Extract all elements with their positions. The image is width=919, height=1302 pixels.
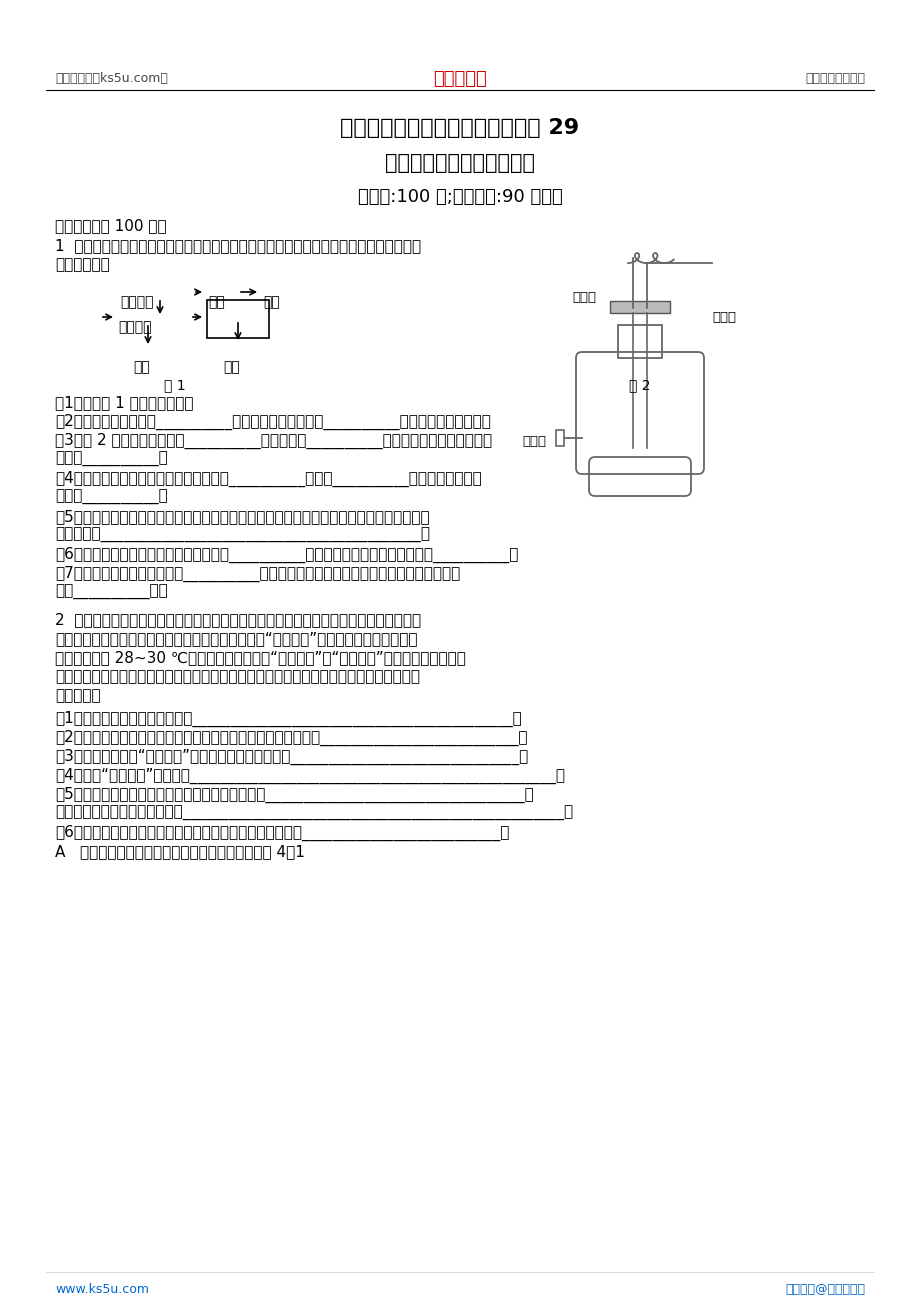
Text: 1  下面是果酒和果醜制作的实验流程和某同学设计的果酒和果醜的发酵装置。根据图示回: 1 下面是果酒和果醜制作的实验流程和某同学设计的果酒和果醜的发酵装置。根据图示回 — [55, 238, 421, 253]
Text: 版权所有@高考资源网: 版权所有@高考资源网 — [784, 1282, 864, 1295]
Text: 果醜: 果醜 — [222, 359, 240, 374]
Bar — [555, 430, 563, 447]
Text: 图 2: 图 2 — [629, 378, 650, 392]
Text: 高考资源网（ks5u.com）: 高考资源网（ks5u.com） — [55, 72, 167, 85]
Text: 答下列问题：: 答下列问题： — [55, 256, 109, 272]
Text: 《生物技术实践模块综合》: 《生物技术实践模块综合》 — [384, 154, 535, 173]
Text: （2）冲洗的主要目的是__________，冲洗应特别注意不能__________，以防止菌种的流失。: （2）冲洗的主要目的是__________，冲洗应特别注意不能_________… — [55, 414, 491, 430]
Text: 高考资源网: 高考资源网 — [433, 70, 486, 89]
Text: 出的是__________。: 出的是__________。 — [55, 490, 167, 505]
Text: 地向内__________。: 地向内__________。 — [55, 452, 167, 467]
Text: （1）用白酒擦拭泡菜坛的目的是__________________________________________。: （1）用白酒擦拭泡菜坛的目的是_________________________… — [55, 711, 521, 728]
Text: （6）关于测定亚硝酸盐含量实验操作的有关叙述，正确的是__________________________。: （6）关于测定亚硝酸盐含量实验操作的有关叙述，正确的是_____________… — [55, 825, 509, 841]
Text: 冲洗: 冲洗 — [208, 296, 224, 309]
Text: （6）在酒精发酵时瓶内温度一般应控制为__________。醜酸发酵时温度一般应控制为__________。: （6）在酒精发酵时瓶内温度一般应控制为__________。醜酸发酵时温度一般应… — [55, 547, 517, 564]
Text: 榨汁: 榨汁 — [263, 296, 279, 309]
Bar — [618, 326, 662, 358]
Text: 2  农村中泡菜的制作方法是：新鲜的衔菜经过整理、清洗后，放入彻底清洗并用白酒擦拭: 2 农村中泡菜的制作方法是：新鲜的衔菜经过整理、清洗后，放入彻底清洗并用白酒擦拭 — [55, 612, 421, 628]
Text: 菜坛内有机物的种类如何变化？__________________________________________________。: 菜坛内有机物的种类如何变化？__________________________… — [55, 806, 573, 822]
Text: （3）图 2 装置中的充气口在__________时关闭，在__________时连接充气泵，并连续不断: （3）图 2 装置中的充气口在__________时关闭，在__________… — [55, 434, 492, 449]
Text: 挑选葡萄: 挑选葡萄 — [119, 296, 153, 309]
Text: （4）排气口在果酒发酵时排出的气体是由__________产生的__________，在果醜发酵时排: （4）排气口在果酒发酵时排出的气体是由__________产生的________… — [55, 471, 482, 487]
Text: （5）若在果汁中只含有醜酸菌，在果酒发酵旺盛时，醜酸菌能否将果汁中的糖发酵为醜酸？: （5）若在果汁中只含有醜酸菌，在果酒发酵旺盛时，醜酸菌能否将果汁中的糖发酵为醜酸… — [55, 509, 429, 523]
Text: 充气口: 充气口 — [572, 292, 596, 303]
Text: 后者是用盐太少。在实验室或工厂化生产泡菜时，还要跟踪检测泡菜腌制过程中产生的亚硝: 后者是用盐太少。在实验室或工厂化生产泡菜时，还要跟踪检测泡菜腌制过程中产生的亚硝 — [55, 669, 420, 684]
Bar — [207, 299, 268, 339]
Text: 酒精发酵: 酒精发酵 — [118, 320, 152, 335]
Text: 山东省新人教版生物高三单元测试 29: 山东省新人教版生物高三单元测试 29 — [340, 118, 579, 138]
Text: A   泡菜制作需要配制盐水，其中盐与水的质量比为 4：1: A 泡菜制作需要配制盐水，其中盐与水的质量比为 4：1 — [55, 844, 304, 859]
Text: 酸盐含量。: 酸盐含量。 — [55, 687, 100, 703]
Text: www.ks5u.com: www.ks5u.com — [55, 1282, 149, 1295]
Text: 果酒: 果酒 — [133, 359, 150, 374]
Text: 排气口: 排气口 — [711, 311, 735, 324]
Text: （5）制作泡菜的过程中，有机物的干重如何变化？__________________________________。: （5）制作泡菜的过程中，有机物的干重如何变化？_________________… — [55, 786, 533, 803]
Text: （3）若制作的泡菜“咸而不酸”，最可能的原因是什么？______________________________。: （3）若制作的泡菜“咸而不酸”，最可能的原因是什么？______________… — [55, 749, 528, 766]
Text: 出料口: 出料口 — [521, 435, 545, 448]
Text: 过的泡菜坛中，然后向坛中加入盐水、香辛料及一些“陈泡菜水”。密封后置于阴凉处，最: 过的泡菜坛中，然后向坛中加入盐水、香辛料及一些“陈泡菜水”。密封后置于阴凉处，最 — [55, 631, 417, 646]
Text: （4）加入“陈泡菜水”的作用是________________________________________________。: （4）加入“陈泡菜水”的作用是_________________________… — [55, 768, 564, 784]
Text: 图 1: 图 1 — [164, 378, 186, 392]
Bar — [609, 301, 669, 312]
Text: 说明原因：__________________________________________。: 说明原因：___________________________________… — [55, 529, 429, 543]
Text: （7）果酒制作完成后，可以用__________来检测酒精的生成，在酸性条件下，酒精与之反应: （7）果酒制作完成后，可以用__________来检测酒精的生成，在酸性条件下，… — [55, 566, 460, 582]
Text: 适环境温度为 28~30 ℃。有时制作的泡菜会“咸而不酸”或“酸而不成”，前者是用盐过多，: 适环境温度为 28~30 ℃。有时制作的泡菜会“咸而不酸”或“酸而不成”，前者是… — [55, 650, 465, 665]
Text: 呼现__________色。: 呼现__________色。 — [55, 585, 167, 600]
Text: （2）菜坛为什么要密封？若菜坛有裂缝，可能会出现什么结果？__________________________。: （2）菜坛为什么要密封？若菜坛有裂缝，可能会出现什么结果？___________… — [55, 730, 527, 746]
Text: 您身边的高考专家: 您身边的高考专家 — [804, 72, 864, 85]
Text: 非选择题（共 100 分）: 非选择题（共 100 分） — [55, 217, 166, 233]
Text: （1）完成图 1 中的实验流程。: （1）完成图 1 中的实验流程。 — [55, 395, 193, 410]
Text: （满分:100 分;考试时间:90 分钟）: （满分:100 分;考试时间:90 分钟） — [357, 187, 562, 206]
